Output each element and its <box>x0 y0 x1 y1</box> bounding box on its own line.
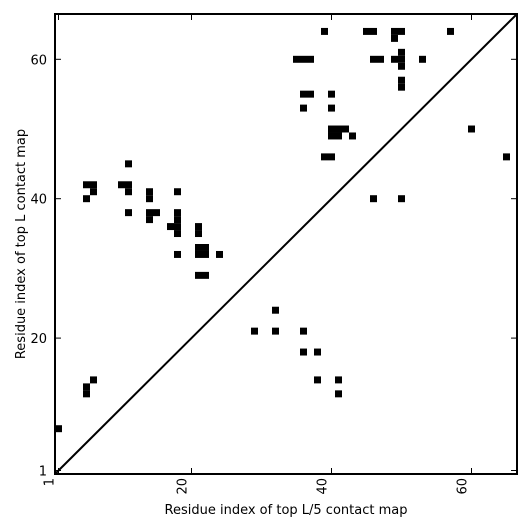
contact-cell-lower <box>328 132 335 140</box>
contact-cell-upper <box>90 188 97 196</box>
contact-cell-upper <box>90 181 97 189</box>
contact-cell-upper <box>153 209 160 217</box>
contact-cell-upper <box>174 230 181 238</box>
x-tick-label: 60 <box>456 478 471 495</box>
contact-cell-upper <box>174 188 181 196</box>
contact-cell-lower <box>391 34 398 42</box>
contact-cell-lower <box>398 55 405 63</box>
diagonal-line <box>54 13 518 475</box>
contact-cell-upper <box>174 250 181 258</box>
contact-cell-upper <box>118 181 125 189</box>
contact-cell-lower <box>328 153 335 161</box>
contact-cell-lower <box>391 27 398 35</box>
contact-cell-upper <box>195 223 202 231</box>
y-tick-label: 20 <box>30 332 47 347</box>
contact-cell-upper <box>125 181 132 189</box>
contact-cell-lower <box>370 55 377 63</box>
contact-cell-lower <box>370 195 377 203</box>
contact-cell-upper <box>125 188 132 196</box>
contact-cell-upper <box>174 216 181 224</box>
contact-cell-upper <box>55 425 62 433</box>
contact-cell-lower <box>391 55 398 63</box>
contact-cell-upper <box>146 188 153 196</box>
contact-cell-upper <box>167 223 174 231</box>
contact-cell-upper <box>195 244 202 251</box>
contact-cell-lower <box>398 76 405 84</box>
contact-cell-lower <box>342 125 349 133</box>
contact-cell-upper <box>146 195 153 203</box>
contact-cell-lower <box>335 125 342 133</box>
contact-cell-upper <box>83 195 90 203</box>
contact-cell-lower <box>293 55 300 63</box>
contact-cell-lower <box>398 62 405 70</box>
contact-cell-lower <box>321 153 328 161</box>
contact-cell-upper <box>146 209 153 217</box>
contact-cell-lower <box>251 327 258 335</box>
contact-cell-upper <box>202 250 209 258</box>
contact-cell-lower <box>468 125 475 133</box>
contact-cell-upper <box>202 244 209 251</box>
contact-cell-upper <box>174 223 181 231</box>
contact-cell-upper <box>125 160 132 168</box>
contact-cell-lower <box>272 306 279 314</box>
plot-frame <box>54 13 518 475</box>
y-axis-label: Residue index of top L contact map <box>14 129 29 359</box>
contact-cell-upper <box>146 216 153 224</box>
contact-cell-upper <box>195 250 202 258</box>
contact-cell-lower <box>398 48 405 56</box>
contact-cell-upper <box>125 209 132 217</box>
contact-cell-upper <box>195 271 202 279</box>
contact-cell-lower <box>300 348 307 356</box>
contact-cell-lower <box>328 104 335 112</box>
contact-cell-lower <box>419 55 426 63</box>
x-tick-label: 20 <box>176 478 191 495</box>
y-axis-ticks: 1 20 40 60 <box>30 53 517 480</box>
x-axis-label: Residue index of top L/5 contact map <box>165 503 408 518</box>
contact-cell-lower <box>307 90 314 98</box>
contact-cell-lower <box>349 132 356 140</box>
contact-cell-upper <box>174 209 181 217</box>
contact-cell-lower <box>363 27 370 35</box>
contact-cell-upper <box>195 230 202 238</box>
y-tick-label: 1 <box>39 465 47 480</box>
contact-cell-lower <box>503 153 510 161</box>
contact-cell-upper <box>202 271 209 279</box>
contact-cell-lower <box>314 348 321 356</box>
contact-cell-lower <box>314 376 321 384</box>
contact-cell-upper <box>90 376 97 384</box>
contact-cell-lower <box>377 55 384 63</box>
contact-cell-upper <box>216 250 223 258</box>
contact-cell-lower <box>335 390 342 398</box>
contact-cell-lower <box>335 132 342 140</box>
contact-cell-lower <box>335 376 342 384</box>
contact-cell-lower <box>307 55 314 63</box>
contact-cell-upper <box>83 383 90 391</box>
x-axis-ticks: 1 20 40 60 <box>43 14 472 495</box>
contact-cell-lower <box>370 27 377 35</box>
contact-cell-lower <box>300 327 307 335</box>
contact-cell-lower <box>300 104 307 112</box>
y-tick-label: 60 <box>30 53 47 68</box>
x-tick-label: 1 <box>43 478 58 486</box>
contact-cell-lower <box>300 55 307 63</box>
contact-cell-upper <box>83 181 90 189</box>
contact-cell-lower <box>447 27 454 35</box>
contact-cell-lower <box>272 327 279 335</box>
contact-cell-lower <box>398 27 405 35</box>
x-tick-label: 40 <box>316 478 331 495</box>
contact-cell-lower <box>398 195 405 203</box>
contact-cell-lower <box>398 83 405 91</box>
contact-cell-lower <box>321 27 328 35</box>
contact-cell-upper <box>83 390 90 398</box>
contact-cell-lower <box>328 125 335 133</box>
y-tick-label: 40 <box>30 193 47 208</box>
contact-cell-lower <box>300 90 307 98</box>
contact-cells <box>55 27 510 433</box>
contact-cell-lower <box>328 90 335 98</box>
